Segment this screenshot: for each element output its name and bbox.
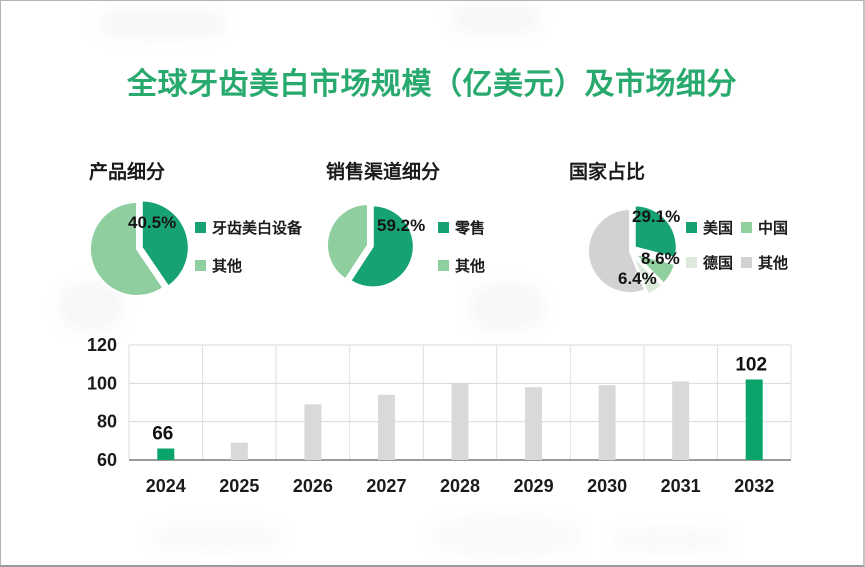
x-tick-2031: 2031 [661,476,701,496]
x-tick-2025: 2025 [219,476,259,496]
pie-heading-country: 国家占比 [569,162,646,183]
pie2-slice-2 [631,254,664,296]
legend-label: 中国 [758,220,789,237]
pie0-slice-1 [89,201,165,297]
pie1-slice-0 [349,204,415,289]
legend-item: 其他 [195,255,302,276]
bar-2025 [230,442,248,460]
y-tick-60: 60 [97,450,117,470]
legend-swatch [741,257,753,268]
x-tick-2028: 2028 [440,476,480,496]
pie1-slice-1 [326,203,369,281]
legend-label: 牙齿美白设备 [212,220,303,237]
x-tick-2026: 2026 [293,476,333,496]
watermark [469,283,544,331]
pie-heading-product: 产品细分 [89,162,166,183]
x-tick-2032: 2032 [734,476,774,496]
bar-2026 [304,404,322,460]
legend-swatch [686,257,697,268]
legend-item: 德国 [686,252,733,273]
legend-swatch [686,222,697,233]
legend-item: 其他 [741,252,788,273]
legend-item: 中国 [741,217,788,238]
pie-legend-channel: 零售 其他 [438,217,485,276]
pie-legend-country: 美国 中国 德国 其他 [686,217,788,273]
x-tick-2030: 2030 [587,476,627,496]
bar-label-2024: 66 [152,424,173,445]
watermark [611,526,731,554]
pie-heading-channel: 销售渠道细分 [326,162,441,183]
pie2-slice-0 [633,204,678,260]
watermark [451,3,541,35]
legend-label: 零售 [455,220,486,237]
bar-2031 [672,381,690,460]
pie-callout: 40.5% [128,213,177,232]
pie-callout: 29.1% [632,207,681,226]
pie-chart-country [587,204,678,296]
legend-label: 其他 [212,258,243,275]
pie-callout: 6.4% [618,269,657,288]
x-tick-2024: 2024 [146,476,186,496]
bar-2029 [525,387,543,460]
watermark [96,9,226,39]
pie-callout: 59.2% [377,216,426,235]
pie-callout: 8.6% [641,249,680,268]
pie-chart-product [89,199,190,297]
pie2-slice-1 [633,252,676,285]
legend-label: 美国 [703,220,734,237]
legend-item: 牙齿美白设备 [195,217,302,238]
watermark [431,516,581,556]
y-tick-100: 100 [87,373,117,393]
page-title: 全球牙齿美白市场规模（亿美元）及市场细分 [127,68,737,101]
y-tick-120: 120 [87,335,117,355]
legend-item: 其他 [438,255,485,276]
legend-label: 德国 [703,255,734,272]
x-tick-2027: 2027 [366,476,406,496]
bar-2028 [451,383,469,460]
legend-label: 其他 [758,255,789,272]
legend-swatch [195,260,206,271]
pie0-slice-0 [140,199,190,288]
bar-label-2032: 102 [735,355,767,376]
legend-label: 其他 [455,258,486,275]
legend-swatch [195,222,206,233]
pie-legend-product: 牙齿美白设备 其他 [195,217,302,276]
bar-chart: 60 80 100 120 2024 66 2025 2026 2027 2028 2029 2030… [87,335,792,496]
bar-2027 [377,394,395,460]
legend-swatch [741,222,753,233]
legend-item: 美国 [686,217,733,238]
x-tick-2029: 2029 [514,476,554,496]
watermark [151,521,281,553]
bar-2030 [598,385,616,460]
y-tick-80: 80 [97,412,117,432]
pie2-slice-3 [587,208,647,294]
pie-chart-channel [326,203,415,289]
bar-2024 [157,448,175,460]
legend-item: 零售 [438,217,485,238]
bar-2032 [745,379,763,460]
legend-swatch [438,222,449,233]
legend-swatch [438,260,449,271]
